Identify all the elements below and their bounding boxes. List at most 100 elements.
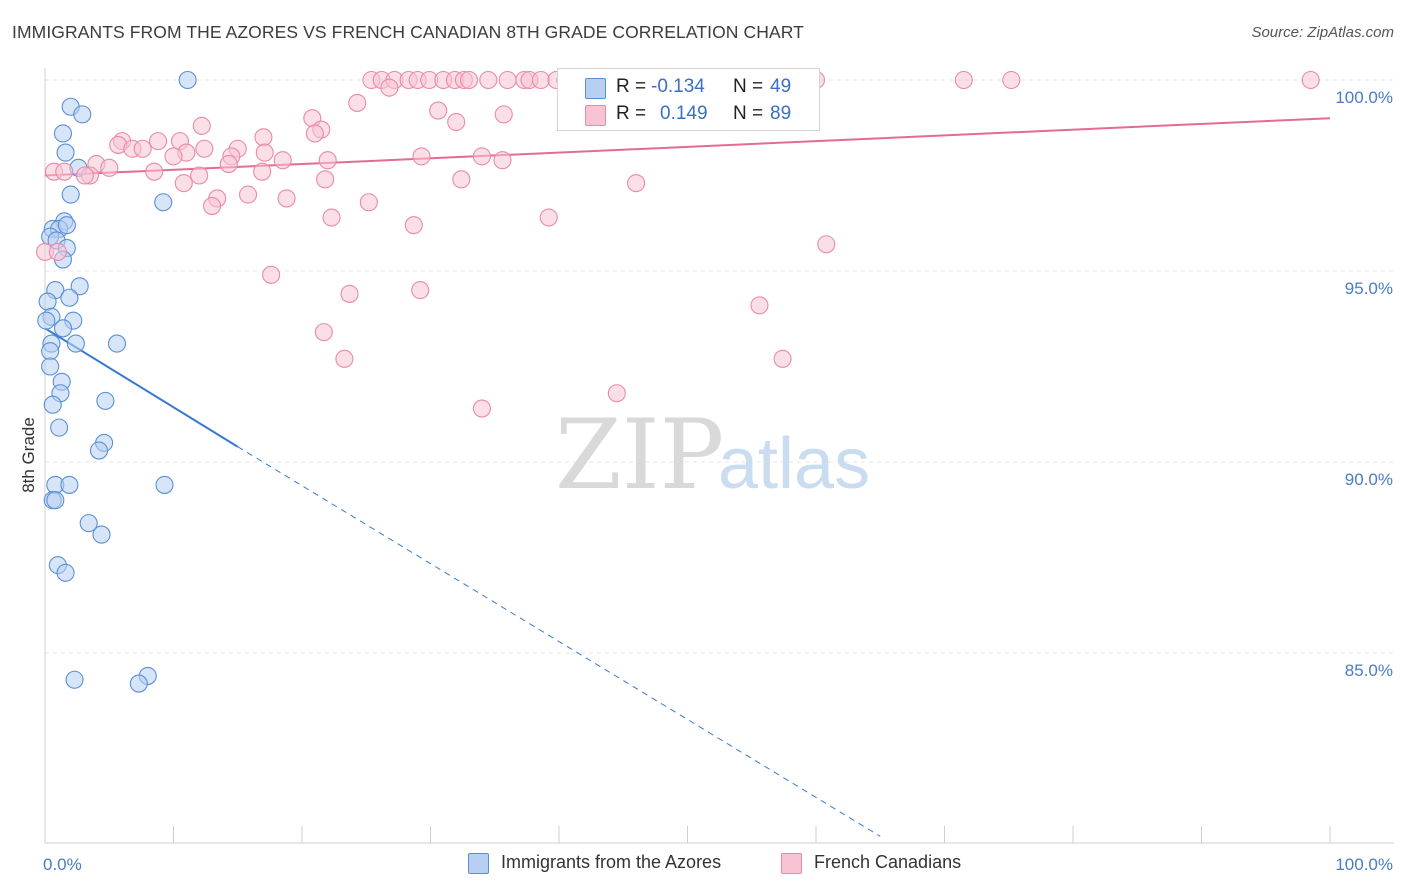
- x-tick-labels: 0.0% 100.0%: [43, 855, 1393, 874]
- azores-point: [38, 292, 57, 311]
- azores-point: [107, 334, 127, 353]
- source-label: Source: ZipAtlas.com: [1251, 24, 1394, 41]
- french-canadian-point: [954, 70, 973, 90]
- french-canadian-point: [335, 349, 354, 368]
- french-canadian-point: [192, 116, 211, 135]
- azores-point: [37, 311, 56, 330]
- french-canadian-point: [100, 158, 119, 177]
- french-canadian-point: [48, 242, 67, 261]
- french-canadian-point: [447, 112, 466, 132]
- azores-point: [60, 288, 79, 307]
- french-canadian-point: [498, 70, 517, 90]
- french-canadian-point: [348, 93, 367, 112]
- x-ticks: [44, 826, 1331, 843]
- french-canadian-point: [380, 78, 399, 97]
- azores-point: [56, 143, 75, 162]
- legend-n-value: 89: [770, 103, 792, 124]
- french-canadian-point: [452, 170, 471, 189]
- azores-point: [89, 441, 109, 460]
- azores-point: [79, 514, 98, 533]
- french-canadian-point: [459, 70, 479, 90]
- legend-r-label: R =: [616, 103, 647, 124]
- french-canadian-point: [817, 235, 836, 254]
- french-canadian-point: [145, 162, 164, 181]
- french-canadian-point: [750, 296, 769, 315]
- azores-point: [53, 124, 73, 143]
- legend-r-value: -0.134: [651, 76, 705, 97]
- french-canadian-point: [627, 174, 646, 193]
- y-tick-labels: 85.0% 90.0% 95.0% 100.0%: [1335, 88, 1393, 680]
- french-canadian-point: [1002, 70, 1021, 90]
- azores-point: [154, 193, 173, 212]
- legend-swatch-blue: [585, 78, 606, 99]
- french-canadian-point: [322, 208, 341, 227]
- y-axis-label: 8th Grade: [19, 417, 38, 493]
- legend-row-french: R = 0.149 N = 89: [558, 101, 819, 127]
- french-canadian-point: [133, 139, 152, 158]
- french-canadian-point: [190, 166, 209, 185]
- legend-n-label: N =: [733, 103, 764, 124]
- azores-point: [41, 357, 60, 376]
- azores-point: [73, 105, 92, 124]
- x-tick-label: 100.0%: [1335, 855, 1393, 874]
- french-canadian-point: [411, 281, 430, 300]
- legend-swatch-pink: [781, 853, 802, 874]
- french-canadian-point: [314, 323, 333, 342]
- french-canadian-point: [493, 151, 512, 170]
- azores-point: [66, 334, 85, 353]
- azores-point: [41, 342, 60, 361]
- x-tick-label: 0.0%: [43, 855, 82, 874]
- azores-point: [155, 475, 174, 494]
- french-canadian-point: [254, 128, 273, 147]
- watermark-zip: ZIP: [555, 399, 724, 511]
- y-tick-label: 100.0%: [1335, 88, 1393, 107]
- french-canadian-point: [253, 162, 272, 181]
- french-canadian-point: [494, 105, 513, 124]
- legend-n-label: N =: [733, 76, 764, 97]
- french-canadian-point: [472, 147, 491, 166]
- chart-title: IMMIGRANTS FROM THE AZORES VS FRENCH CAN…: [12, 22, 804, 42]
- french-canadian-point: [316, 170, 335, 189]
- azores-point: [57, 216, 76, 235]
- french-canadian-point: [203, 197, 222, 216]
- french-canadian-point: [273, 151, 292, 170]
- french-canadian-point: [340, 284, 359, 303]
- french-canadian-point: [318, 151, 337, 170]
- french-canadian-point: [531, 70, 551, 90]
- azores-point: [92, 525, 111, 544]
- azores-point: [50, 418, 69, 437]
- azores-point: [53, 319, 73, 338]
- legend-r-value: 0.149: [660, 103, 708, 124]
- azores-point: [129, 674, 148, 693]
- azores-point: [46, 491, 65, 510]
- french-canadian-point: [75, 166, 94, 185]
- french-canadian-point: [149, 132, 168, 151]
- french-canadian-point: [429, 101, 448, 120]
- legend-swatch-pink: [585, 105, 606, 126]
- french-canadian-point: [195, 139, 214, 158]
- french-canadian-point: [479, 70, 498, 90]
- legend-label-azores: Immigrants from the Azores: [501, 852, 722, 872]
- azores-point: [70, 277, 89, 296]
- azores-point: [65, 670, 84, 689]
- french-canadian-point: [607, 384, 626, 403]
- azores-point: [96, 391, 115, 410]
- french-canadian-point: [359, 193, 378, 212]
- french-canadian-point: [174, 174, 193, 193]
- azores-point: [61, 185, 80, 204]
- legend-r-label: R =: [616, 76, 647, 97]
- legend-n-value: 49: [770, 76, 792, 97]
- azores-point: [60, 475, 79, 494]
- french-canadian-point: [55, 162, 74, 181]
- french-canadian-point: [305, 124, 324, 143]
- azores-point: [43, 395, 62, 414]
- french-canadian-point: [472, 399, 491, 418]
- french-canadian-point: [404, 216, 423, 235]
- french-canadian-point: [164, 147, 183, 166]
- legend-label-french: French Canadians: [814, 852, 962, 872]
- watermark-atlas: atlas: [718, 424, 870, 504]
- french-canadian-point: [238, 185, 258, 204]
- french-canadian-point: [262, 265, 281, 284]
- azores-point: [56, 563, 75, 582]
- french-canadian-point: [277, 189, 296, 208]
